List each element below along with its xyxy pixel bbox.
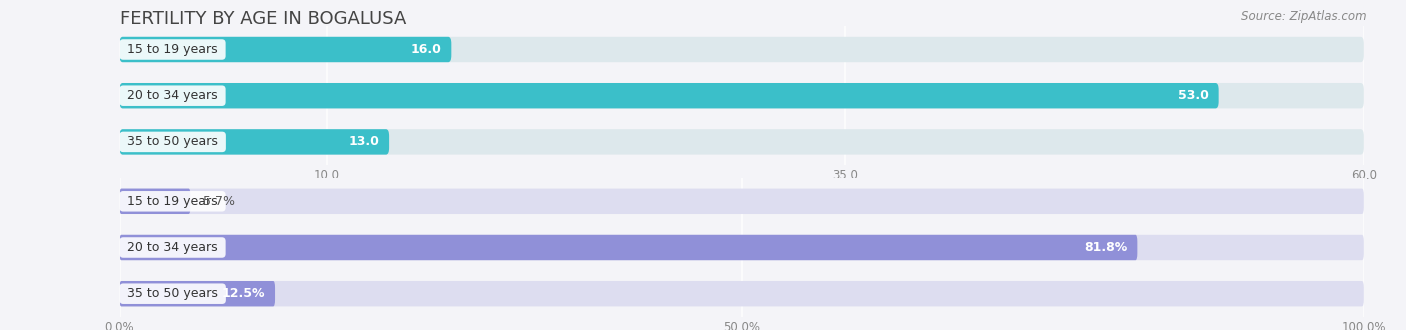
Text: 35 to 50 years: 35 to 50 years [124, 135, 222, 148]
FancyBboxPatch shape [120, 129, 1364, 154]
Text: Source: ZipAtlas.com: Source: ZipAtlas.com [1241, 10, 1367, 23]
Text: FERTILITY BY AGE IN BOGALUSA: FERTILITY BY AGE IN BOGALUSA [120, 10, 406, 28]
FancyBboxPatch shape [120, 37, 1364, 62]
FancyBboxPatch shape [120, 83, 1364, 109]
Text: 5.7%: 5.7% [202, 195, 235, 208]
FancyBboxPatch shape [120, 235, 1137, 260]
Text: 13.0: 13.0 [349, 135, 380, 148]
FancyBboxPatch shape [120, 37, 451, 62]
FancyBboxPatch shape [120, 83, 1219, 109]
Text: 81.8%: 81.8% [1084, 241, 1128, 254]
Text: 20 to 34 years: 20 to 34 years [124, 241, 222, 254]
Text: 16.0: 16.0 [411, 43, 441, 56]
Text: 15 to 19 years: 15 to 19 years [124, 43, 222, 56]
Text: 15 to 19 years: 15 to 19 years [124, 195, 222, 208]
Text: 12.5%: 12.5% [222, 287, 266, 300]
FancyBboxPatch shape [120, 129, 389, 154]
Text: 20 to 34 years: 20 to 34 years [124, 89, 222, 102]
FancyBboxPatch shape [120, 189, 1364, 214]
FancyBboxPatch shape [120, 235, 1364, 260]
Text: 35 to 50 years: 35 to 50 years [124, 287, 222, 300]
FancyBboxPatch shape [120, 281, 276, 306]
FancyBboxPatch shape [120, 281, 1364, 306]
Text: 53.0: 53.0 [1178, 89, 1209, 102]
FancyBboxPatch shape [120, 189, 190, 214]
